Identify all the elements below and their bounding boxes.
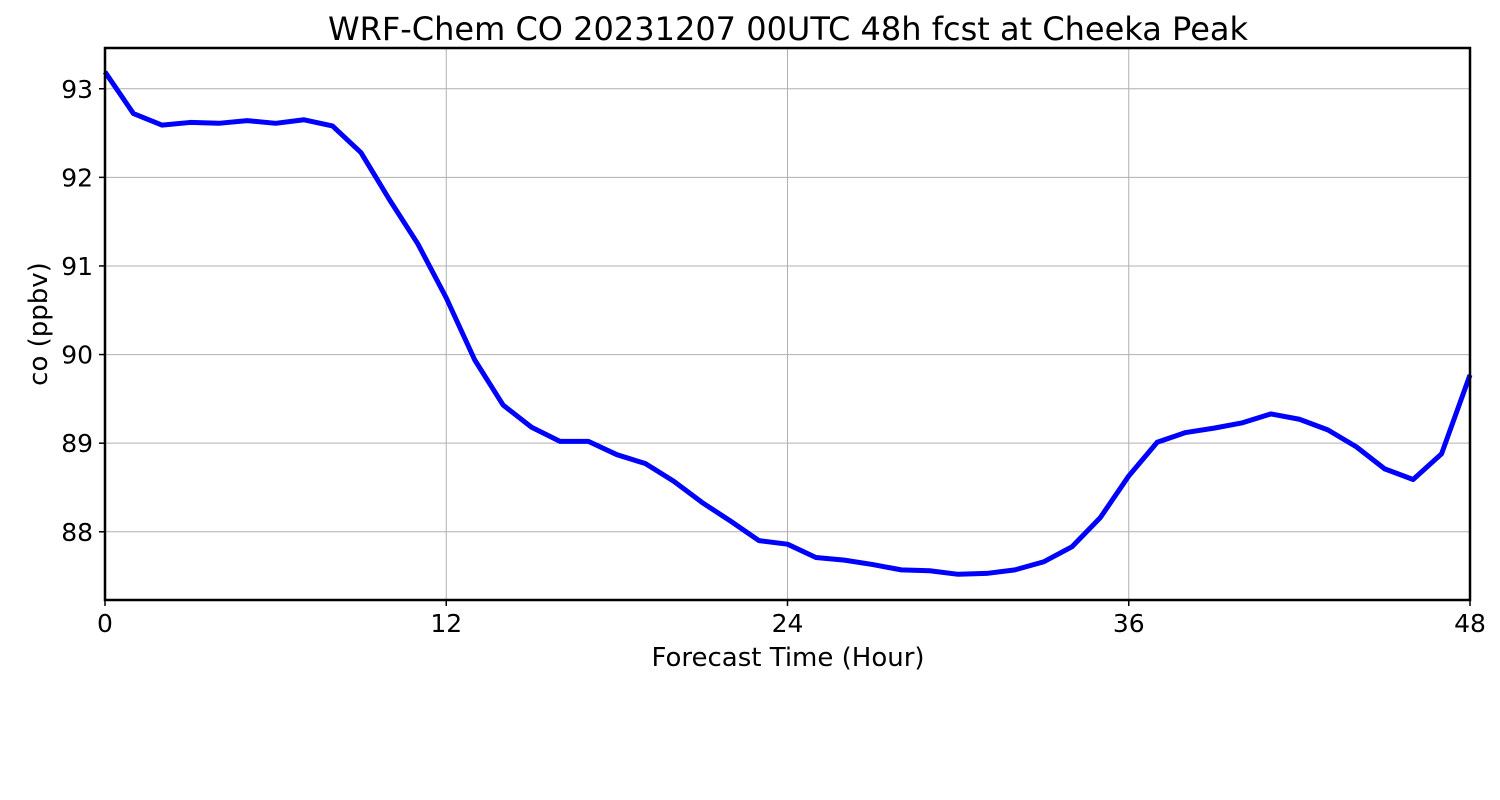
x-tick-label: 36 [1113,609,1145,638]
x-tick-label: 48 [1454,609,1486,638]
tick-layer: 0 12 24 36 48 88 89 90 91 92 93 [61,75,1486,638]
x-tick-label: 0 [97,609,113,638]
grid-layer [104,48,1471,600]
y-tick-label: 92 [61,163,93,192]
x-tick-label: 24 [772,609,804,638]
y-tick-label: 90 [61,341,93,370]
y-tick-label: 93 [61,75,93,104]
y-tick-label: 89 [61,429,93,458]
y-tick-label: 91 [61,252,93,281]
y-tick-label: 88 [61,518,93,547]
chart-title: WRF-Chem CO 20231207 00UTC 48h fcst at C… [328,10,1249,48]
x-axis-label: Forecast Time (Hour) [651,643,924,673]
x-tick-label: 12 [430,609,462,638]
series-layer [102,70,1473,577]
series-line [102,70,1473,577]
y-axis-label: co (ppbv) [24,262,54,386]
